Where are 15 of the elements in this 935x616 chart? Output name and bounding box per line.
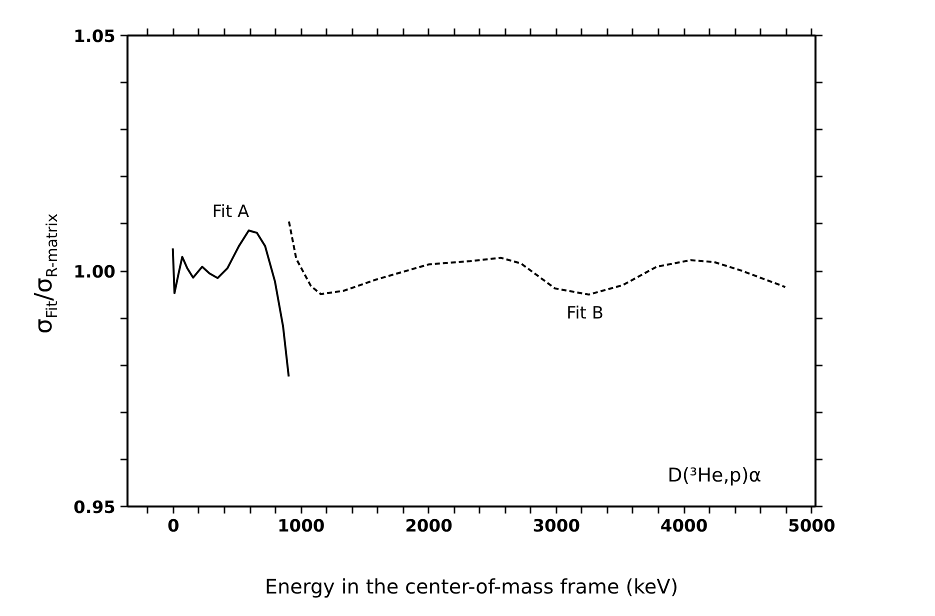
y-tick-label: 1.00 bbox=[74, 262, 116, 282]
annotation: Fit A bbox=[212, 202, 250, 222]
y-tick-label: 1.05 bbox=[74, 27, 116, 47]
x-tick-label: 0 bbox=[168, 516, 180, 536]
line-series bbox=[288, 220, 786, 296]
x-tick-label: 2000 bbox=[405, 516, 453, 536]
x-tick-label: 5000 bbox=[788, 516, 836, 536]
annotation: Fit B bbox=[566, 303, 604, 324]
x-tick-label: 4000 bbox=[660, 516, 708, 536]
line-series bbox=[172, 229, 290, 378]
x-tick-label: 3000 bbox=[532, 516, 580, 536]
x-tick-label: 1000 bbox=[277, 516, 325, 536]
annotation: D(³He,p)α bbox=[668, 464, 762, 486]
y-tick-label: 0.95 bbox=[74, 498, 116, 518]
x-axis-title: Energy in the center-of-mass frame (keV) bbox=[264, 574, 678, 598]
